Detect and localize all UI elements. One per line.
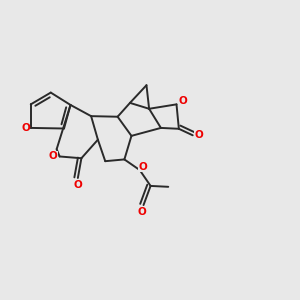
Text: O: O	[74, 180, 82, 190]
Text: O: O	[195, 130, 203, 140]
Text: O: O	[21, 123, 30, 133]
Text: O: O	[138, 206, 146, 217]
Text: O: O	[178, 96, 187, 106]
Text: O: O	[49, 152, 58, 161]
Text: O: O	[138, 162, 147, 172]
